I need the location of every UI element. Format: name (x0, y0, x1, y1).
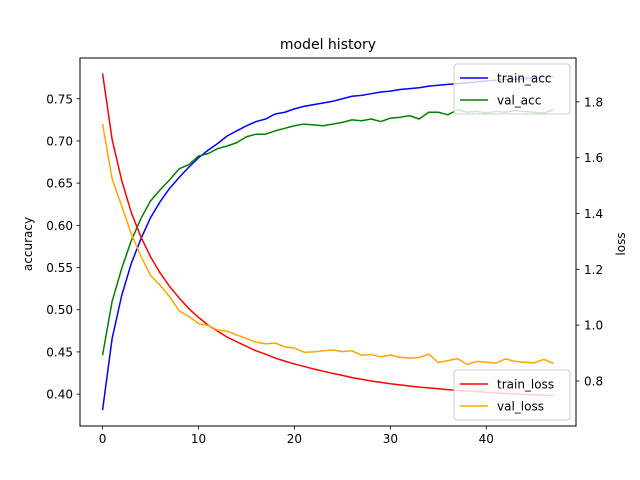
legend-label: val_acc (497, 94, 541, 108)
y-left-tick-label: 0.75 (46, 92, 73, 106)
y-left-tick-label: 0.40 (46, 388, 73, 402)
y-left-tick-label: 0.50 (46, 303, 73, 317)
series-line-train-loss (101, 73, 554, 397)
series-line-train-acc (101, 76, 554, 411)
x-tick-label: 30 (383, 432, 398, 446)
y-right-tick-label: 1.0 (584, 319, 603, 333)
x-tick-label: 20 (287, 432, 302, 446)
chart-title: model history (280, 37, 376, 53)
legend-box (453, 369, 571, 421)
legend-box (453, 63, 571, 115)
x-tick-label: 40 (479, 432, 494, 446)
y-right-tick-label: 1.2 (584, 263, 603, 277)
y-left-tick-label: 0.70 (46, 134, 73, 148)
y-axis-right-label: loss (614, 232, 628, 255)
x-tick-label: 10 (191, 432, 206, 446)
y-right-tick-label: 1.6 (584, 151, 603, 165)
y-left-tick-label: 0.55 (46, 261, 73, 275)
legend-label: train_loss (497, 378, 554, 392)
series-line-val-loss (101, 123, 554, 366)
legend-label: train_acc (497, 72, 551, 86)
y-right-tick-label: 1.4 (584, 207, 603, 221)
x-tick-label: 0 (99, 432, 107, 446)
legend-label: val_loss (497, 400, 544, 414)
y-right-tick-label: 1.8 (584, 95, 603, 109)
legend-upper-right: train_acc val_acc (453, 63, 571, 115)
y-left-tick-label: 0.45 (46, 345, 73, 359)
y-left-tick-label: 0.65 (46, 177, 73, 191)
legend-lower-right: train_loss val_loss (453, 369, 571, 421)
y-right-tick-label: 0.8 (584, 374, 603, 388)
plot-frame (79, 57, 577, 427)
series-line-val-acc (101, 108, 554, 356)
y-axis-left-label: accuracy (21, 217, 35, 271)
y-left-tick-label: 0.60 (46, 219, 73, 233)
